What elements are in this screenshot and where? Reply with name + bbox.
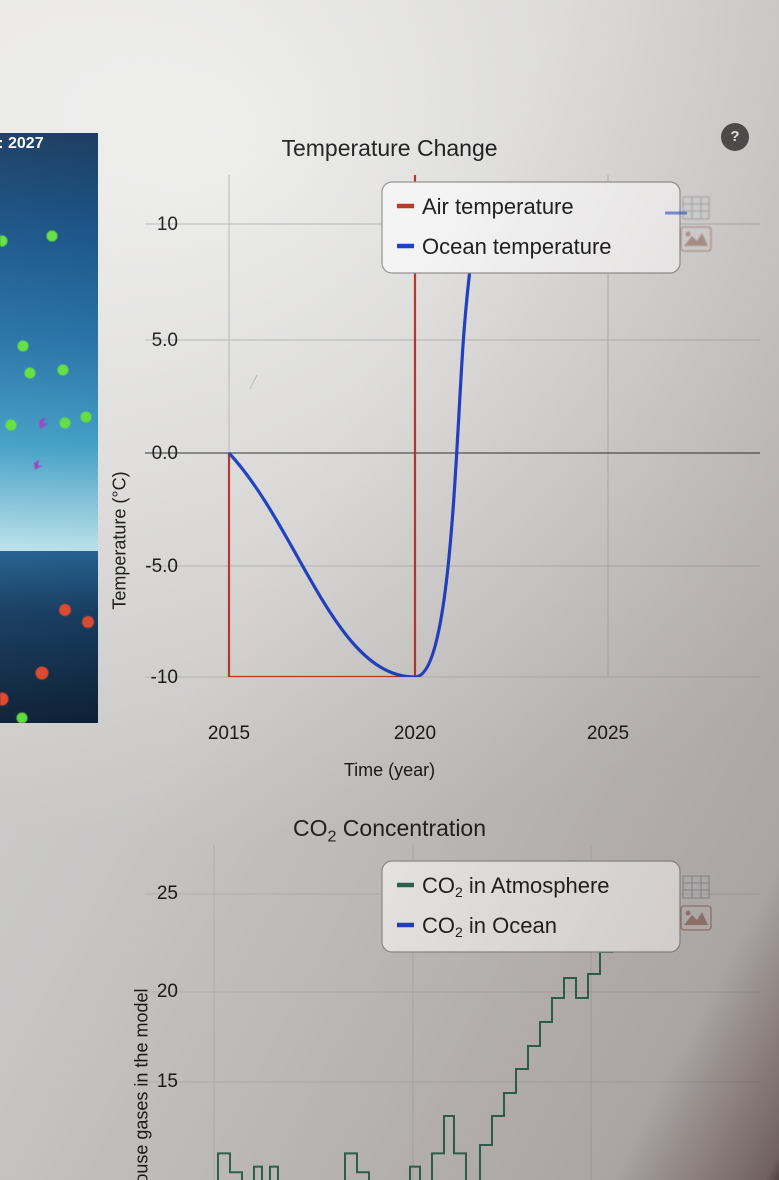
svg-text:2015: 2015 (208, 723, 250, 744)
svg-text:25: 25 (157, 883, 178, 904)
svg-text:0.0: 0.0 (152, 443, 178, 464)
svg-text:5.0: 5.0 (152, 330, 178, 351)
svg-text:CO2 in Atmosphere: CO2 in Atmosphere (422, 873, 610, 900)
svg-text:15: 15 (157, 1071, 178, 1092)
svg-text:20: 20 (157, 981, 178, 1002)
svg-text:Ocean temperature: Ocean temperature (422, 234, 612, 259)
svg-text:CO2 in Ocean: CO2 in Ocean (422, 913, 557, 940)
svg-text:2020: 2020 (394, 723, 436, 744)
svg-text:2025: 2025 (587, 723, 629, 744)
svg-text:-5.0: -5.0 (145, 556, 178, 577)
svg-text:Air temperature: Air temperature (422, 194, 574, 219)
svg-text:10: 10 (157, 214, 178, 235)
svg-text:-10: -10 (151, 667, 178, 688)
